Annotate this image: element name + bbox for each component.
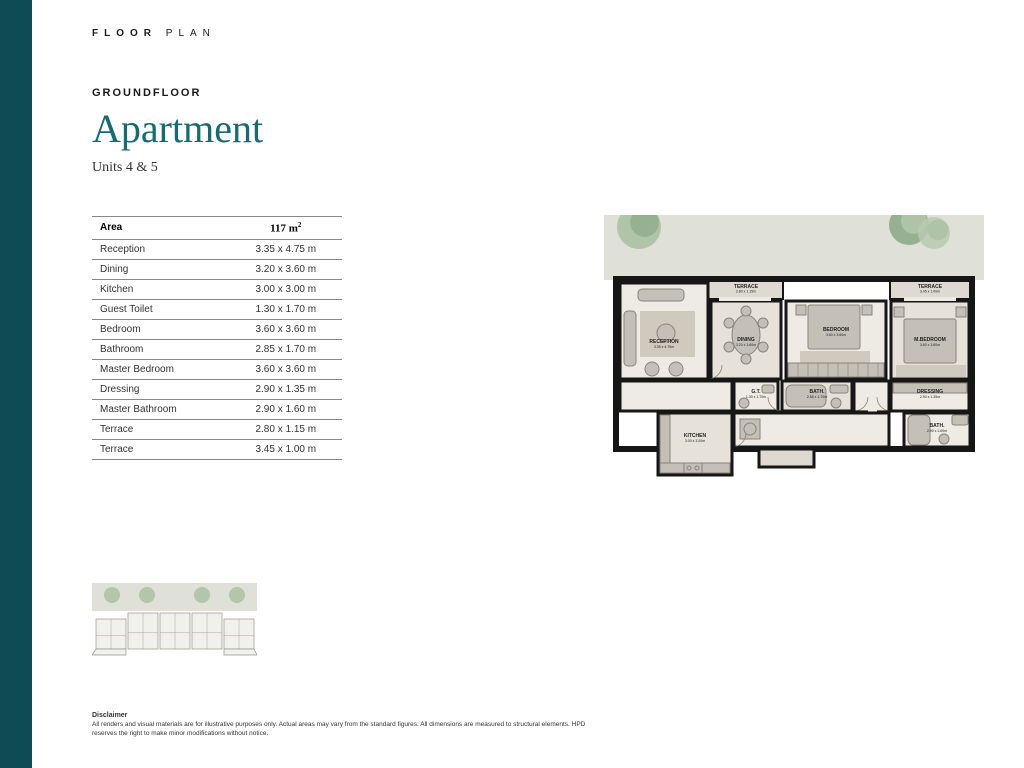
keyplan bbox=[92, 583, 257, 658]
sidebar-accent bbox=[0, 0, 32, 768]
svg-text:3.00 x 3.00m: 3.00 x 3.00m bbox=[685, 439, 705, 443]
svg-text:2.90 x 1.60m: 2.90 x 1.60m bbox=[927, 429, 947, 433]
subheading: GROUNDFLOOR bbox=[92, 87, 984, 99]
svg-text:3.20 x 3.60m: 3.20 x 3.60m bbox=[736, 343, 756, 347]
svg-text:3.35 x 4.75m: 3.35 x 4.75m bbox=[654, 345, 674, 349]
spec-table: Area117 m2Reception3.35 x 4.75 mDining3.… bbox=[92, 216, 342, 460]
svg-text:3.60 x 3.60m: 3.60 x 3.60m bbox=[920, 343, 940, 347]
disclaimer-heading: Disclaimer bbox=[92, 712, 592, 719]
units-line: Units 4 & 5 bbox=[92, 160, 984, 176]
svg-text:1.30 x 1.70m: 1.30 x 1.70m bbox=[746, 395, 766, 399]
eyebrow-bold: FLOOR bbox=[92, 28, 157, 39]
page-title: Apartment bbox=[92, 105, 984, 152]
disclaimer-body: All renders and visual materials are for… bbox=[92, 721, 592, 738]
disclaimer: Disclaimer All renders and visual materi… bbox=[92, 712, 592, 738]
eyebrow-thin: PLAN bbox=[166, 28, 216, 39]
svg-text:3.45 x 1.00m: 3.45 x 1.00m bbox=[920, 290, 940, 294]
floorplan: RECEPTION3.35 x 4.75mDINING3.20 x 3.60mB… bbox=[604, 215, 984, 510]
svg-text:3.60 x 3.60m: 3.60 x 3.60m bbox=[826, 333, 846, 337]
svg-text:2.80 x 1.15m: 2.80 x 1.15m bbox=[736, 290, 756, 294]
svg-text:2.90 x 1.35m: 2.90 x 1.35m bbox=[920, 395, 940, 399]
svg-text:2.85 x 1.70m: 2.85 x 1.70m bbox=[807, 395, 827, 399]
eyebrow: FLOOR PLAN bbox=[92, 28, 984, 39]
